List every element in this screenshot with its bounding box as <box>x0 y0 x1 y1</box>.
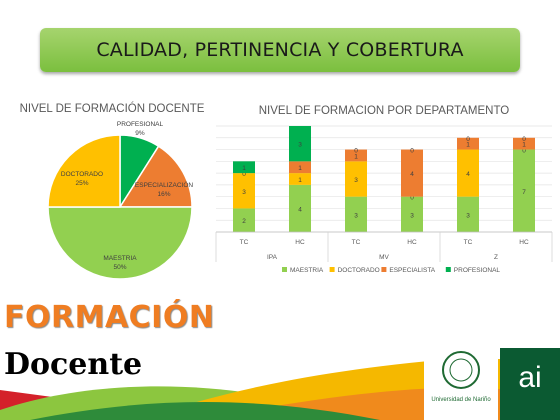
pie-pct-label: 50% <box>113 264 126 271</box>
legend-label: DOCTORADO <box>338 267 380 274</box>
ai-logo-mark: ai <box>518 361 541 394</box>
bar-data-label: 0 <box>242 171 246 178</box>
bar-data-label: 3 <box>354 177 358 184</box>
bar-data-label: 1 <box>242 165 246 172</box>
bar-segment-maestria <box>457 196 479 232</box>
bar-data-label: 0 <box>522 136 526 143</box>
bar-segment-especialista <box>457 137 479 150</box>
legend-label: PROFESIONAL <box>454 267 501 274</box>
bar-segment-doctorado <box>289 173 311 185</box>
bar-data-label: 4 <box>298 206 302 213</box>
bar-segment-doctorado <box>345 161 367 197</box>
university-seal-icon <box>442 351 480 389</box>
pie-label: MAESTRIA <box>103 255 137 262</box>
title-banner: CALIDAD, PERTINENCIA Y COBERTURA <box>40 28 520 72</box>
pie-pct-label: 25% <box>75 180 88 187</box>
pie-label: ESPECIALIZACIÓN <box>135 180 193 189</box>
bar-data-label: 3 <box>242 189 246 196</box>
pie-slice-especialización <box>118 145 193 208</box>
green-band <box>30 402 380 420</box>
x-tick-label: TC <box>464 239 473 246</box>
bar-data-label: 0 <box>410 195 414 202</box>
bar-segment-maestria <box>289 184 311 232</box>
pie-slice-maestria <box>47 206 193 280</box>
bar-data-label: 1 <box>298 165 302 172</box>
bar-segment-maestria <box>233 208 255 232</box>
university-logo-text: Universidad de Nariño <box>431 397 491 403</box>
bar-segment-especialista <box>289 161 311 174</box>
university-seal-inner-icon <box>449 358 473 382</box>
group-label: MV <box>379 254 389 261</box>
bar-data-label: 2 <box>242 218 246 225</box>
bar-chart-title: NIVEL DE FORMACION POR DEPARTAMENTO <box>259 105 510 117</box>
stacked-bar-chart: NIVEL DE FORMACION POR DEPARTAMENTO 2301… <box>215 105 553 274</box>
legend-swatch <box>282 267 287 272</box>
legend-label: MAESTRIA <box>290 267 324 274</box>
bar-data-label: 4 <box>466 171 470 178</box>
pie-label: DOCTORADO <box>61 171 103 178</box>
bar-segment-maestria <box>401 196 423 232</box>
bar-data-label: 0 <box>466 136 470 143</box>
x-tick-label: TC <box>240 239 249 246</box>
pie-slice-doctorado <box>47 134 121 208</box>
bar-segment-doctorado <box>457 149 479 197</box>
bar-data-label: 1 <box>298 177 302 184</box>
legend-swatch <box>329 267 335 272</box>
group-label: Z <box>494 254 498 261</box>
bar-data-label: 3 <box>298 142 302 149</box>
bar-data-label: 7 <box>522 189 526 196</box>
bar-data-label: 4 <box>410 171 414 178</box>
bar-data-label: 0 <box>354 148 358 155</box>
bar-data-label: 1 <box>466 142 470 149</box>
bar-segment-especialista <box>513 137 535 150</box>
x-tick-label: TC <box>352 239 361 246</box>
bar-data-label: 3 <box>466 212 470 219</box>
docente-heading: Docente <box>4 347 143 382</box>
bar-data-label: 3 <box>410 212 414 219</box>
legend-label: ESPECIALISTA <box>389 267 435 274</box>
bar-segment-profesional <box>233 161 255 174</box>
page-title: CALIDAD, PERTINENCIA Y COBERTURA <box>96 39 464 61</box>
formacion-heading: FORMACIÓN <box>4 300 215 335</box>
bar-data-label: 1 <box>522 142 526 149</box>
x-tick-label: HC <box>407 239 417 246</box>
pie-label: PROFESIONAL <box>117 121 164 128</box>
pie-pct-label: 16% <box>157 191 170 198</box>
bar-segment-maestria <box>345 196 367 232</box>
group-label: IPA <box>267 254 278 261</box>
pie-chart-title: NIVEL DE FORMACIÓN DOCENTE <box>20 102 205 115</box>
legend-swatch <box>381 267 387 272</box>
bar-segment-especialista <box>401 149 423 197</box>
logo-panel <box>424 344 498 420</box>
bar-segment-maestria <box>513 149 535 232</box>
pie-chart: NIVEL DE FORMACIÓN DOCENTE PROFESIONAL 9%… <box>20 102 205 280</box>
x-tick-label: HC <box>295 239 305 246</box>
pie-pct-label: 9% <box>135 130 145 137</box>
footer-decoration: Universidad de Nariño ai <box>0 344 560 420</box>
x-tick-label: HC <box>519 239 529 246</box>
bar-segment-especialista <box>345 149 367 162</box>
bar-data-label: 3 <box>354 212 358 219</box>
bar-data-label: 0 <box>410 148 414 155</box>
ai-logo-panel <box>500 348 560 420</box>
bar-segment-profesional <box>289 126 311 162</box>
bar-data-label: 0 <box>522 148 526 155</box>
legend-swatch <box>445 267 451 272</box>
bar-data-label: 1 <box>354 153 358 160</box>
bar-segment-doctorado <box>233 173 255 209</box>
